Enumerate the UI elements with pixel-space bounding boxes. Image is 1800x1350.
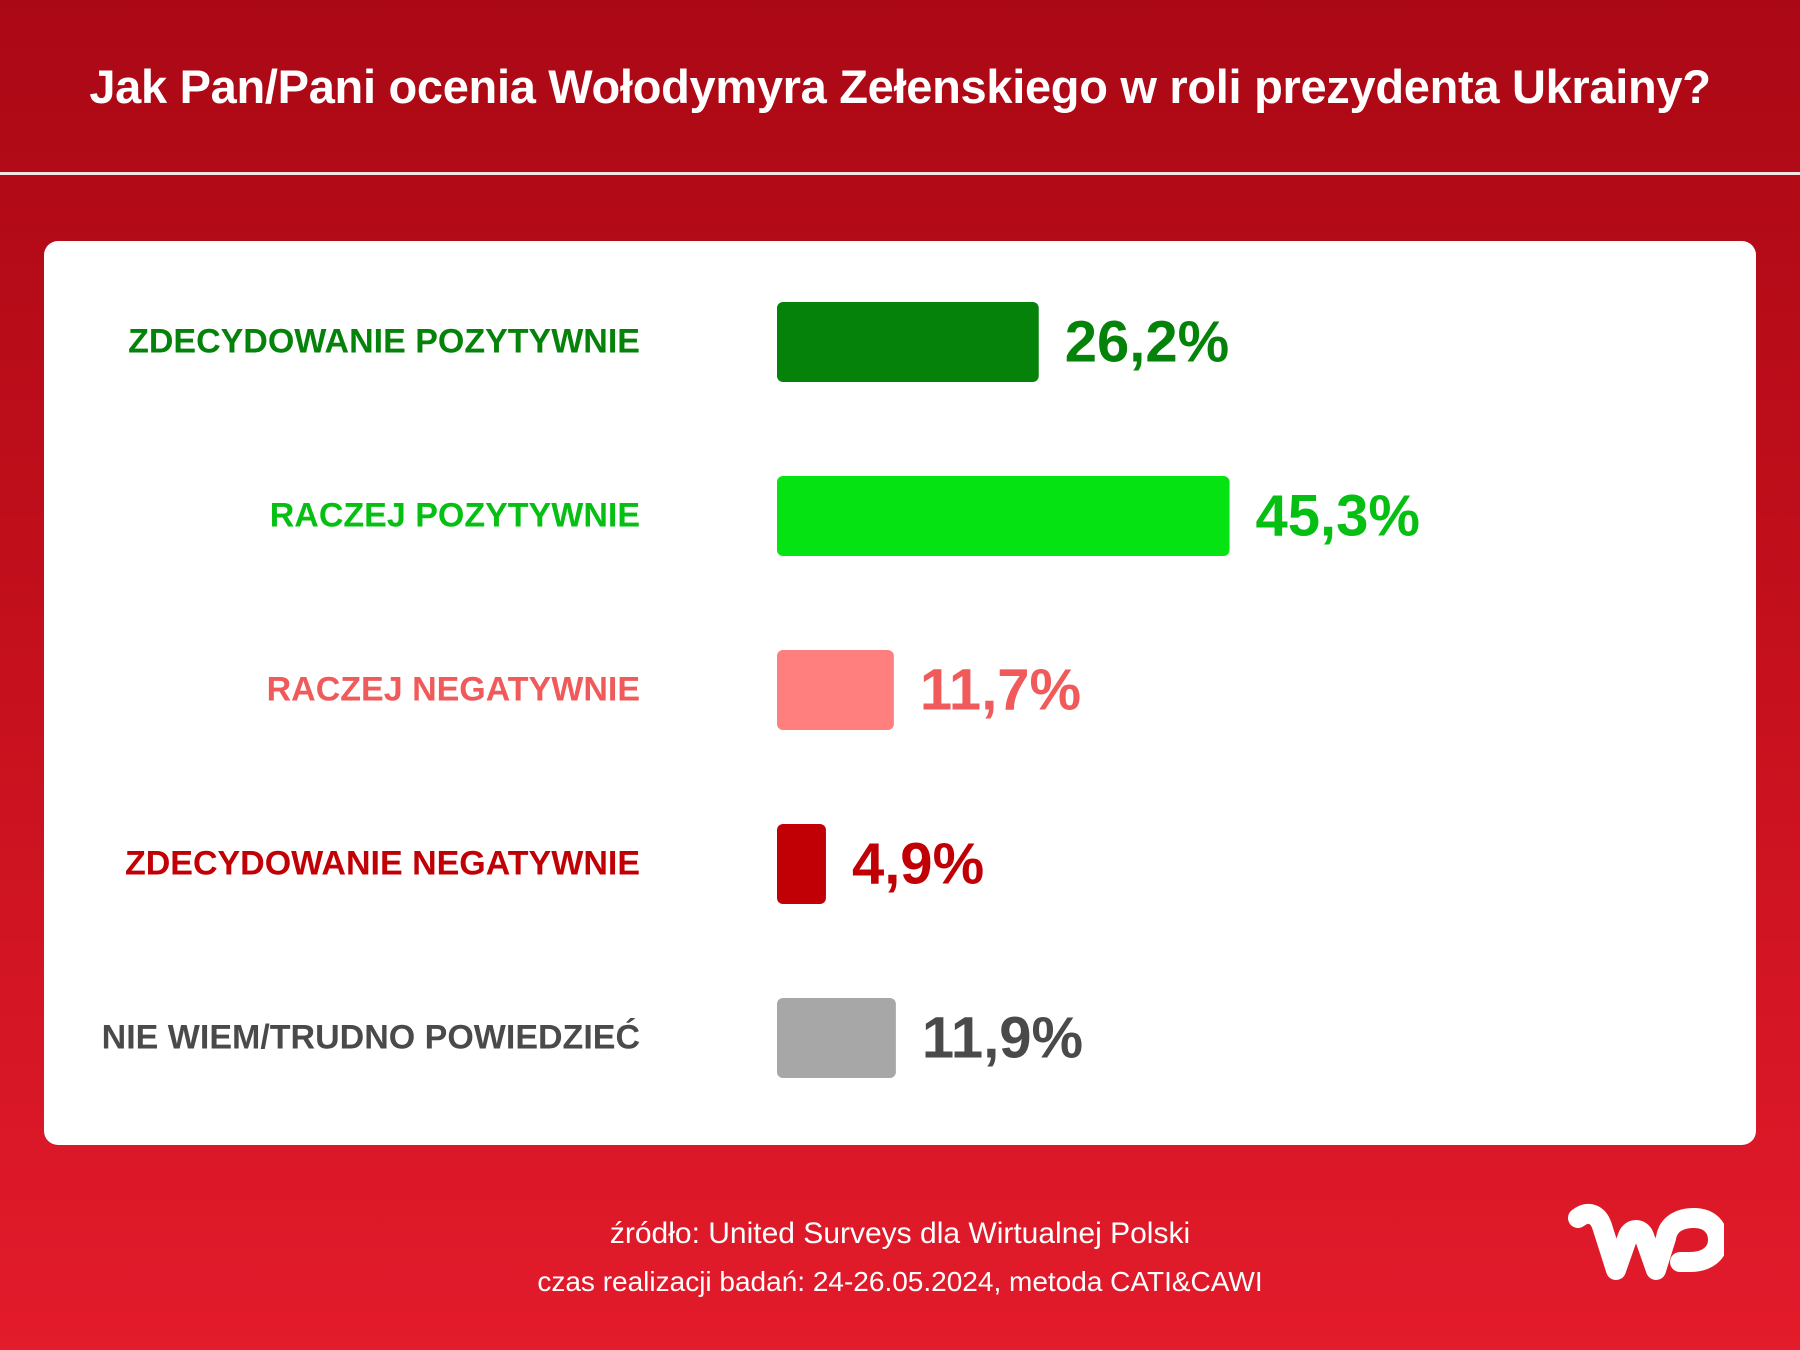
category-label: ZDECYDOWANIE NEGATYWNIE [124, 844, 640, 883]
category-label: ZDECYDOWANIE POZYTYWNIE [128, 322, 640, 361]
bar-chart [777, 302, 1230, 1078]
bar-4 [777, 824, 826, 904]
wp-logo-icon [1568, 1203, 1724, 1280]
bar-3 [777, 650, 894, 730]
category-label: RACZEJ NEGATYWNIE [266, 670, 640, 709]
header-divider [0, 172, 1800, 175]
category-label: NIE WIEM/TRUDNO POWIEDZIEĆ [101, 1018, 640, 1057]
value-label: 26,2% [1064, 309, 1230, 375]
chart-card: ZDECYDOWANIE POZYTYWNIE 26,2% RACZEJ POZYT… [44, 241, 1756, 1145]
footer: źródło: United Surveys dla Wirtualnej Po… [0, 1210, 1800, 1306]
value-label: 11,9% [921, 1005, 1084, 1071]
bar-5 [777, 998, 896, 1078]
bar-2 [777, 476, 1230, 556]
bar-1 [777, 302, 1039, 382]
value-label: 45,3% [1255, 483, 1421, 549]
survey-meta-text: czas realizacji badań: 24-26.05.2024, me… [537, 1266, 1263, 1297]
page-title: Jak Pan/Pani ocenia Wołodymyra Zełenskie… [89, 59, 1711, 113]
category-label: RACZEJ POZYTYWNIE [269, 496, 640, 535]
header: Jak Pan/Pani ocenia Wołodymyra Zełenskie… [0, 0, 1800, 172]
source-text: źródło: United Surveys dla Wirtualnej Po… [609, 1217, 1191, 1250]
value-label: 4,9% [851, 831, 985, 897]
value-label: 11,7% [919, 657, 1082, 723]
